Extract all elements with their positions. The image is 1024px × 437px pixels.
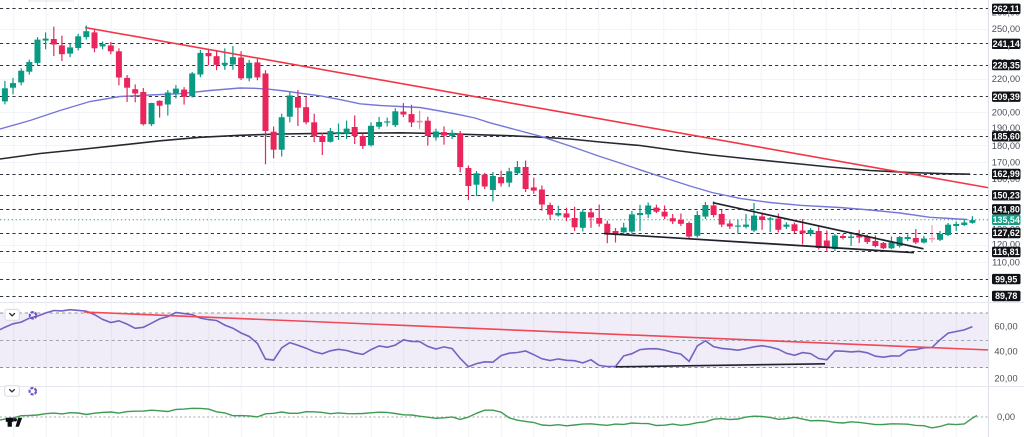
svg-text:40,00: 40,00 bbox=[994, 346, 1017, 356]
svg-text:141,80: 141,80 bbox=[993, 205, 1020, 215]
svg-text:228,35: 228,35 bbox=[993, 60, 1020, 70]
svg-text:262,11: 262,11 bbox=[993, 4, 1020, 14]
svg-text:200,00: 200,00 bbox=[992, 108, 1020, 118]
svg-text:209,39: 209,39 bbox=[993, 92, 1020, 102]
svg-text:241,14: 241,14 bbox=[993, 39, 1020, 49]
svg-text:162,99: 162,99 bbox=[993, 169, 1020, 179]
svg-text:185,60: 185,60 bbox=[993, 132, 1020, 142]
svg-text:127,62: 127,62 bbox=[993, 228, 1020, 238]
svg-text:60,00: 60,00 bbox=[994, 322, 1017, 332]
svg-text:135,54: 135,54 bbox=[993, 215, 1020, 225]
svg-text:89,78: 89,78 bbox=[995, 291, 1017, 301]
svg-text:180,00: 180,00 bbox=[992, 141, 1020, 151]
svg-text:0,00: 0,00 bbox=[997, 412, 1015, 422]
svg-text:116,81: 116,81 bbox=[993, 247, 1020, 257]
svg-text:20,00: 20,00 bbox=[994, 374, 1017, 384]
svg-text:220,00: 220,00 bbox=[992, 74, 1020, 84]
svg-text:120,00: 120,00 bbox=[992, 240, 1020, 250]
svg-text:150,23: 150,23 bbox=[993, 191, 1020, 201]
svg-text:99,95: 99,95 bbox=[995, 274, 1017, 284]
svg-text:190,00: 190,00 bbox=[992, 123, 1020, 133]
svg-text:170,00: 170,00 bbox=[992, 158, 1020, 168]
svg-text:250,00: 250,00 bbox=[992, 24, 1020, 34]
svg-text:110,00: 110,00 bbox=[992, 258, 1020, 268]
